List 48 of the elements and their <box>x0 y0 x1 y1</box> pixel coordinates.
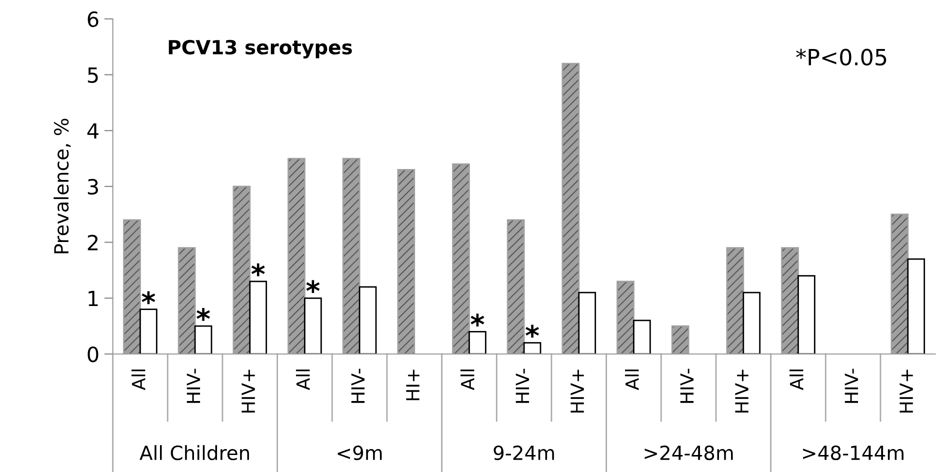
x-tick-label: All <box>789 370 804 390</box>
bar <box>798 275 816 354</box>
y-tick-label: 4 <box>87 123 98 138</box>
text: All Children <box>140 445 249 460</box>
bar <box>140 308 158 354</box>
y-tick-label: 1 <box>88 290 98 306</box>
y-axis-title: Prevalence, % <box>54 118 71 254</box>
text: >24-48m <box>644 445 733 460</box>
bar <box>578 292 596 354</box>
y-tick-label: 0 <box>88 346 98 362</box>
text: >48-144m <box>803 445 904 460</box>
y-tick-label: 6 <box>88 11 98 28</box>
x-tick-label: All <box>131 370 146 390</box>
bar <box>523 342 542 354</box>
x-tick-label: HIV+ <box>242 370 255 413</box>
data-label: * <box>196 308 210 321</box>
x-tick-label: HIV- <box>186 368 200 403</box>
x-tick-label: HIV+ <box>735 370 748 413</box>
y-tick-label: 5 <box>88 67 98 83</box>
text: PCV13 serotypes <box>168 40 352 58</box>
y-tick-label: 2 <box>88 234 98 250</box>
bar <box>742 292 761 354</box>
text: <9m <box>338 445 382 460</box>
data-label: * <box>470 314 484 326</box>
x-tick-label: HIV- <box>516 368 530 403</box>
x-tick-label: HIV- <box>844 368 858 403</box>
annotation: *P<0.05 <box>796 48 886 66</box>
bar <box>907 258 926 354</box>
bar <box>468 330 486 354</box>
text: 9-24m <box>494 445 554 460</box>
bar <box>358 286 377 354</box>
x-tick-label: All <box>624 370 639 390</box>
x-tick-label: All <box>296 370 310 390</box>
x-tick-label: HIV- <box>680 368 694 403</box>
bar <box>194 325 212 354</box>
x-tick-label: HIV- <box>351 368 365 403</box>
data-label: * <box>306 280 320 293</box>
bar <box>249 280 268 354</box>
data-label: * <box>526 324 539 338</box>
data-label: * <box>251 263 265 276</box>
bar <box>304 297 322 354</box>
y-tick-label: 3 <box>88 178 98 195</box>
data-label: * <box>142 291 156 304</box>
x-tick-label: HIV+ <box>900 370 913 413</box>
bar <box>633 320 651 354</box>
x-tick-label: All <box>460 370 474 390</box>
x-tick-label: HI+ <box>406 370 420 400</box>
x-tick-label: HIV+ <box>570 370 584 413</box>
